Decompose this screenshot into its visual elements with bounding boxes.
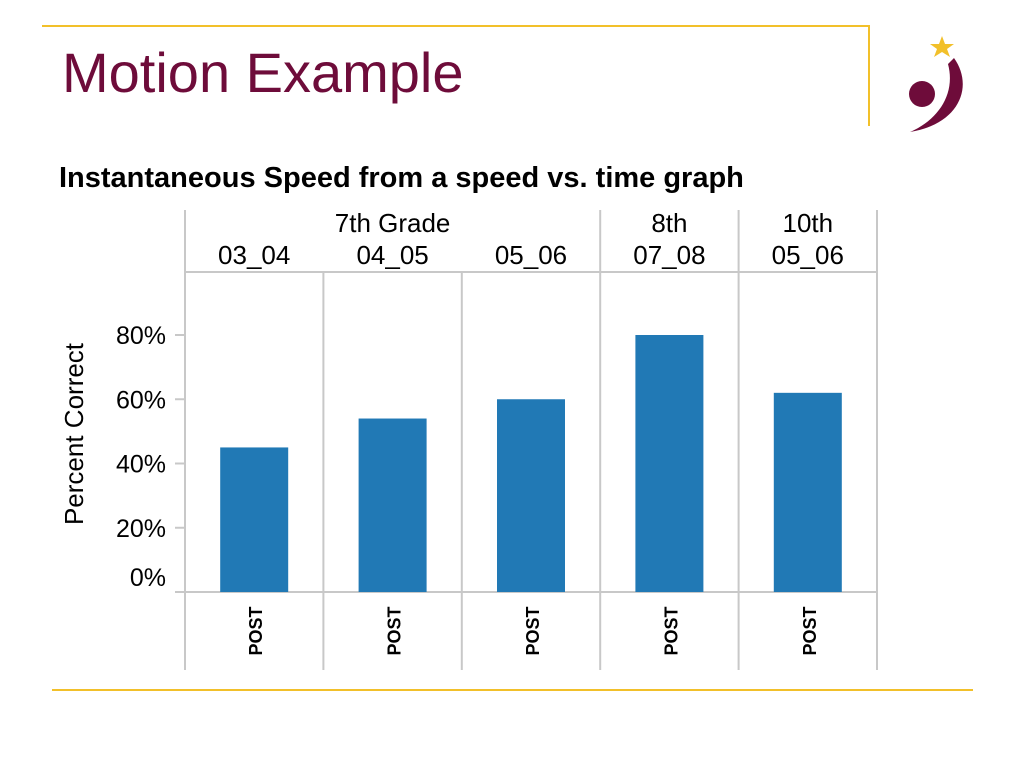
logo-star (930, 36, 954, 57)
logo-swoosh (910, 58, 963, 132)
y-tick-label: 20% (116, 515, 166, 543)
y-axis-label: Percent Correct (59, 342, 89, 525)
bar-sublabel: POST (661, 606, 681, 655)
y-tick-label: 60% (116, 386, 166, 414)
bottom-rule (52, 689, 973, 691)
bar (358, 418, 427, 592)
star-figure-icon (909, 36, 963, 132)
group-label: 8th (651, 208, 687, 238)
group-label: 7th Grade (335, 208, 451, 238)
category-label: 05_06 (772, 240, 844, 270)
bar-sublabel: POST (800, 606, 820, 655)
bar-sublabel: POST (523, 606, 543, 655)
chart-labels: Percent Correct 0% 20% 40% 60% 80% 7th Grade 8… (59, 208, 844, 656)
chart-title: Instantaneous Speed from a speed vs. tim… (59, 162, 744, 194)
title-frame-top-rule (42, 25, 870, 27)
y-tick-label: 40% (116, 451, 166, 479)
bar (220, 447, 289, 592)
logo-head (909, 81, 935, 107)
group-label: 10th (782, 208, 833, 238)
bar (497, 399, 565, 592)
category-label: 03_04 (218, 240, 290, 270)
title-frame-right-rule (868, 25, 870, 126)
y-tick-label: 80% (116, 322, 166, 350)
bar-sublabel: POST (385, 606, 405, 655)
bar-sublabel: POST (246, 606, 266, 655)
chart-bars (220, 335, 842, 592)
category-label: 04_05 (356, 240, 428, 270)
category-label: 05_06 (495, 240, 567, 270)
category-label: 07_08 (633, 240, 705, 270)
bar (635, 335, 704, 592)
bar (773, 392, 842, 592)
slide-title: Motion Example (62, 41, 464, 104)
y-tick-label: 0% (130, 564, 166, 592)
